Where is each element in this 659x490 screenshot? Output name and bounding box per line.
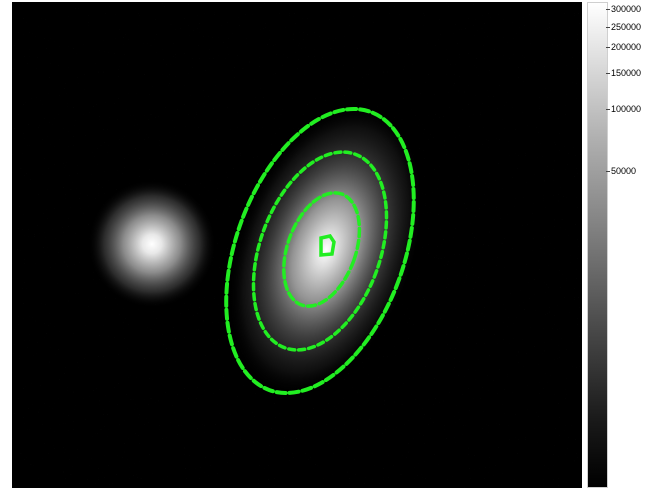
- colorbar-tickmark: [606, 109, 610, 110]
- contour-level-4[interactable]: [319, 234, 336, 257]
- star-source[interactable]: [88, 180, 216, 308]
- contour-overlay: [190, 83, 449, 419]
- colorbar-tick-50000: 50000: [611, 166, 637, 176]
- contour-level-1[interactable]: [190, 83, 449, 419]
- contour-level-2[interactable]: [228, 134, 411, 369]
- colorbar-tick-250000: 250000: [611, 22, 642, 32]
- colorbar-tick-150000: 150000: [611, 68, 642, 78]
- colorbar-tick-100000: 100000: [611, 104, 642, 114]
- colorbar-tickmark: [606, 47, 610, 48]
- astronomy-image: [12, 2, 582, 488]
- colorbar-tickmark: [606, 27, 610, 28]
- colorbar-tickmark: [606, 9, 610, 10]
- colorbar[interactable]: [587, 2, 608, 488]
- colorbar-tick-200000: 200000: [611, 42, 642, 52]
- colorbar-tick-300000: 300000: [611, 4, 642, 14]
- colorbar-tickmark: [606, 73, 610, 74]
- image-viewport[interactable]: [12, 2, 582, 488]
- colorbar-tickmark: [606, 171, 610, 172]
- galaxy-source[interactable]: [192, 79, 460, 421]
- contour-level-3[interactable]: [269, 182, 373, 316]
